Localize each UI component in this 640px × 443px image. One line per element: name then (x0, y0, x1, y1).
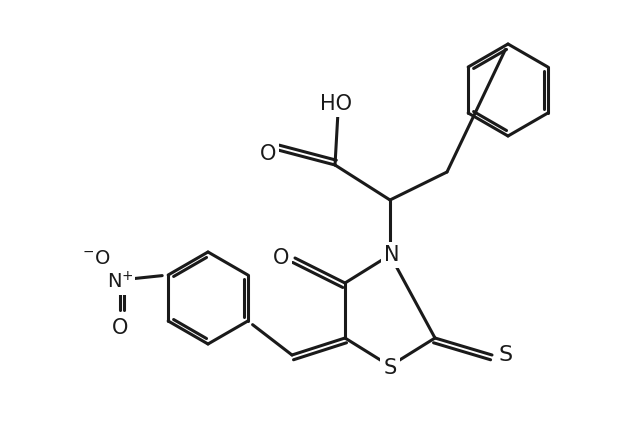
Text: HO: HO (320, 94, 352, 114)
Text: $^{-}$O: $^{-}$O (82, 249, 110, 268)
Text: O: O (112, 318, 129, 338)
Text: O: O (273, 248, 289, 268)
Text: N: N (384, 245, 400, 265)
Text: S: S (383, 358, 397, 378)
Text: O: O (260, 144, 276, 164)
Text: N$^{+}$: N$^{+}$ (107, 272, 134, 293)
Text: S: S (499, 345, 513, 365)
